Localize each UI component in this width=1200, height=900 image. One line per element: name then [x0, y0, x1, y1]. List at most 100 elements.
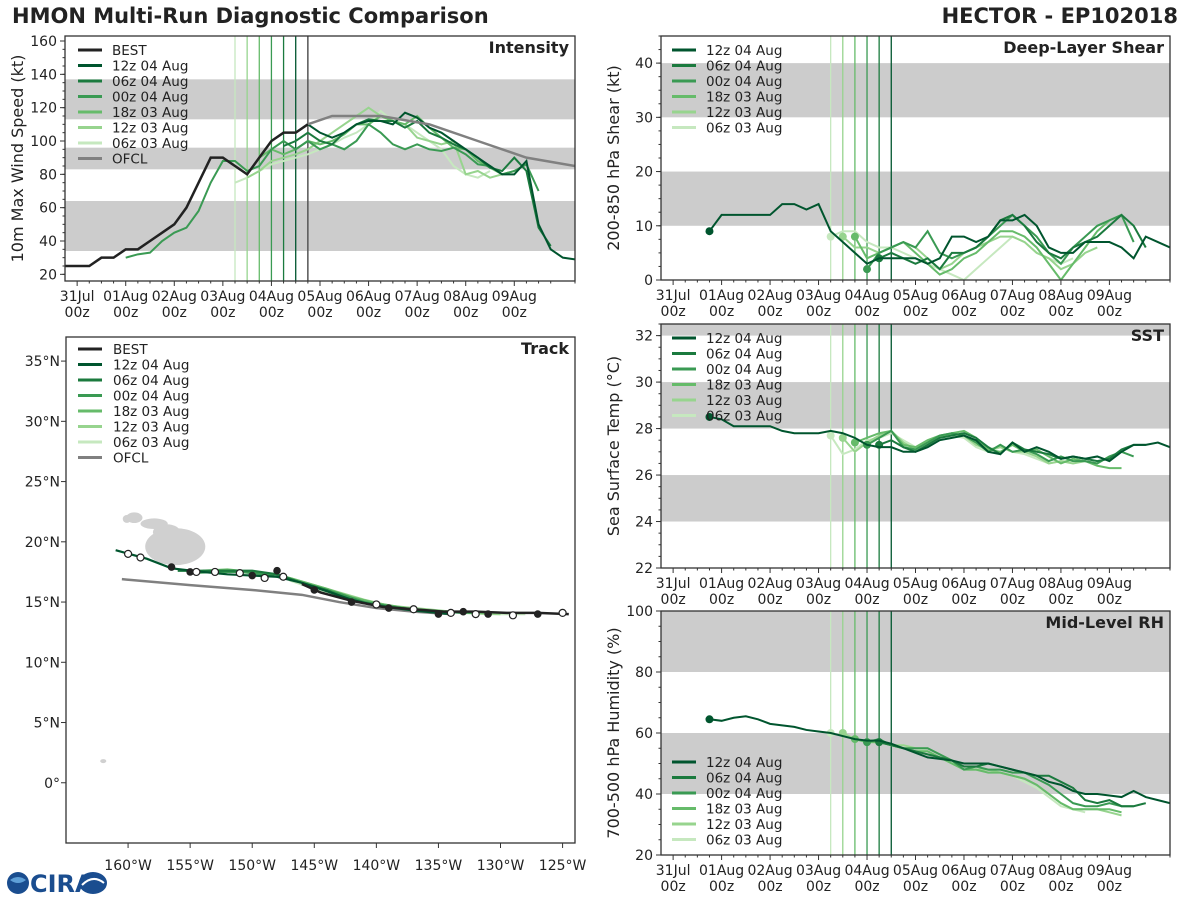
track-open-marker	[508, 611, 518, 620]
shear-xtick-label: 03Aug 00z	[796, 288, 841, 320]
intensity-legend-label: OFCL	[112, 152, 148, 168]
intensity-plot-area	[65, 36, 575, 281]
track-open-marker	[409, 605, 418, 614]
intensity-band	[65, 147, 575, 170]
intensity-ytick-label: 60	[39, 201, 57, 217]
rh-init-marker	[705, 715, 714, 724]
island-shape	[173, 531, 195, 548]
shear-band	[661, 63, 1170, 118]
track-filled-marker	[484, 610, 492, 618]
shear-legend-label: 12z 04 Aug	[706, 43, 782, 59]
rh-xtick-label: 06Aug 00z	[941, 863, 986, 895]
sst-init-marker	[838, 433, 847, 442]
intensity-xtick-label: 04Aug 00z	[249, 289, 294, 321]
sst-plot-area	[661, 324, 1170, 568]
rh-plot-area	[661, 611, 1170, 855]
intensity-xtick-label: 05Aug 00z	[297, 289, 342, 321]
rh-xtick-label: 05Aug 00z	[893, 863, 938, 895]
island-shape	[140, 518, 168, 530]
shear-series-line	[866, 213, 1135, 270]
track-open-marker	[123, 549, 133, 558]
track-open-marker	[446, 608, 455, 617]
sst-xtick-label: 04Aug 00z	[844, 576, 889, 608]
track-ytick-label: 20°N	[25, 535, 60, 551]
track-xtick-label: 145°W	[291, 858, 339, 874]
best-line	[65, 123, 309, 268]
sst-legend-label: 18z 03 Aug	[706, 378, 782, 394]
sst-ytick-label: 30	[635, 375, 653, 391]
cira-logo: CIRA	[7, 870, 107, 898]
intensity-xtick-label: 01Aug 00z	[103, 289, 148, 321]
shear-ytick-label: 20	[635, 165, 653, 181]
rh-series-line	[866, 738, 1134, 808]
track-open-marker	[260, 573, 269, 583]
track-open-marker	[192, 567, 201, 577]
track-xtick-label: 160°W	[104, 858, 152, 874]
shear-init-marker	[705, 227, 714, 236]
track-legend-label: 06z 03 Aug	[113, 435, 189, 451]
intensity-ytick-label: 140	[30, 67, 57, 83]
intensity-legend-label: 18z 03 Aug	[112, 105, 188, 121]
sst-band	[661, 382, 1170, 429]
track-open-marker	[235, 569, 244, 578]
intensity-series-line	[234, 109, 491, 184]
intensity-legend-label: 06z 04 Aug	[112, 74, 188, 90]
track-filled-marker	[533, 610, 542, 618]
sst-init-marker	[850, 438, 859, 447]
intensity-ytick-label: 80	[39, 167, 57, 183]
track-frame	[65, 336, 576, 844]
intensity-legend-label: 12z 03 Aug	[112, 121, 188, 137]
island-shape	[122, 514, 131, 523]
sst-xtick-label: 03Aug 00z	[796, 576, 841, 608]
track-ytick-label: 15°N	[25, 595, 60, 611]
track-legend-label: 12z 04 Aug	[113, 358, 189, 374]
sst-ytick-label: 28	[635, 422, 653, 438]
sst-series-line	[709, 415, 1170, 463]
sst-xtick-label: 02Aug 00z	[747, 576, 792, 608]
intensity-band	[65, 79, 575, 120]
track-open-marker	[279, 572, 288, 581]
intensity-series-line	[246, 106, 503, 179]
track-ytick-label: 10°N	[25, 655, 60, 671]
shear-xtick-label: 08Aug 00z	[1038, 288, 1083, 320]
shear-ylabel: 200-850 hPa Shear (kt)	[604, 65, 623, 251]
sst-xtick-label: 01Aug 00z	[699, 576, 744, 608]
track-filled-marker	[273, 566, 281, 575]
sst-title: SST	[1131, 326, 1164, 345]
track-filled-marker	[186, 568, 194, 576]
rh-xtick-label: 04Aug 00z	[844, 863, 889, 895]
sst-ytick-label: 24	[635, 515, 653, 531]
intensity-xtick-label: 07Aug 00z	[395, 289, 440, 321]
track-xtick-label: 155°W	[166, 858, 214, 874]
rh-xtick-label: 09Aug 00z	[1087, 863, 1132, 895]
sst-band	[661, 475, 1170, 522]
intensity-ytick-label: 40	[39, 234, 57, 250]
intensity-legend-label: 06z 03 Aug	[112, 136, 188, 152]
rh-ytick-label: 40	[635, 787, 653, 803]
track-filled-marker	[347, 598, 356, 606]
intensity-ytick-label: 120	[30, 101, 57, 117]
rh-legend-label: 00z 04 Aug	[706, 786, 782, 802]
shear-series-line	[878, 213, 1147, 271]
track-ytick-label: 25°N	[25, 475, 60, 491]
intensity-xtick-label: 09Aug 00z	[492, 289, 537, 321]
track-legend-label: 00z 04 Aug	[113, 389, 189, 405]
rh-xtick-label: 07Aug 00z	[990, 863, 1035, 895]
rh-ytick-label: 20	[635, 848, 653, 864]
sst-xtick-label: 08Aug 00z	[1038, 576, 1083, 608]
sst-ytick-label: 22	[635, 561, 653, 577]
track-best-line	[301, 582, 569, 616]
shear-ytick-label: 40	[635, 56, 653, 72]
intensity-ytick-label: 100	[30, 134, 57, 150]
satellite-icon	[79, 872, 107, 894]
rh-ytick-label: 100	[626, 604, 653, 620]
rh-ylabel: 700-500 hPa Humidity (%)	[604, 627, 623, 838]
shear-init-marker	[838, 232, 847, 241]
rh-ytick-label: 60	[635, 726, 653, 742]
track-xtick-label: 130°W	[477, 858, 525, 874]
shear-plot-area	[661, 36, 1170, 280]
shear-legend-label: 06z 04 Aug	[706, 59, 782, 75]
track-xtick-label: 135°W	[415, 858, 463, 874]
rh-ytick-label: 80	[635, 665, 653, 681]
atoll-shape	[100, 759, 107, 764]
